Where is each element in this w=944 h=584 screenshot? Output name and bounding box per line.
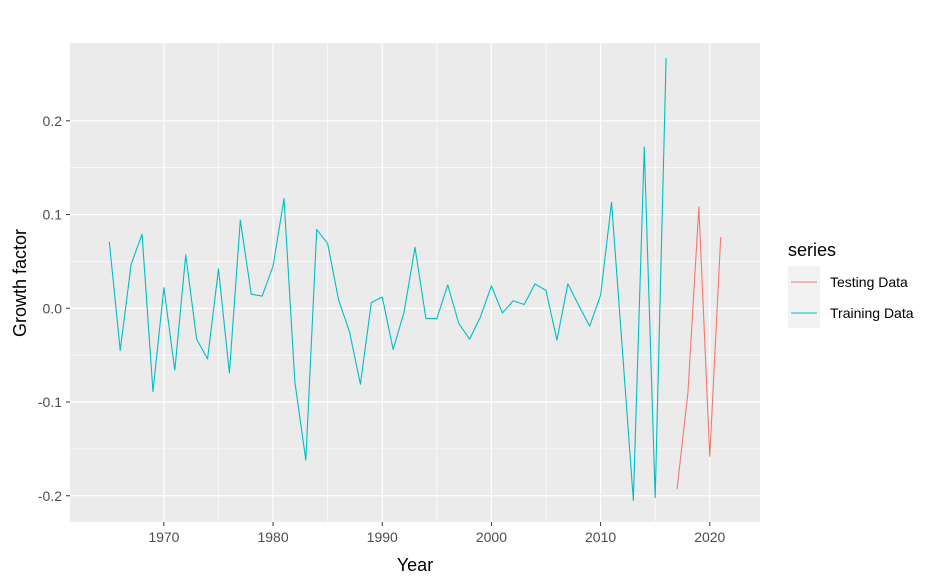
y-tick-label: -0.2 [38,488,62,504]
x-tick-label: 2010 [585,529,616,545]
x-tick-label: 1990 [367,529,398,545]
major-grid [70,43,760,522]
y-tick-label: 0.0 [43,300,63,316]
y-tick-label: 0.2 [43,113,63,129]
plot-panel [70,43,760,522]
legend: series Testing Data Training Data [788,240,914,328]
x-tick-label: 1970 [148,529,179,545]
x-axis: 1970 1980 1990 2000 2010 2020 [148,522,726,545]
y-axis: -0.2 -0.1 0.0 0.1 0.2 [38,113,70,504]
legend-items: Testing Data Training Data [788,266,914,328]
legend-label: Testing Data [830,274,908,290]
series-line-testing-data [676,206,722,490]
legend-label: Training Data [830,305,914,321]
y-axis-title: Growth factor [10,229,30,337]
y-tick-label: -0.1 [38,394,62,410]
y-tick-label: 0.1 [43,207,63,223]
series-lines [108,57,722,501]
x-tick-label: 2000 [476,529,507,545]
x-tick-label: 2020 [694,529,725,545]
legend-title: series [788,240,836,260]
x-axis-title: Year [397,555,433,575]
series-line-training-data [108,57,667,501]
x-tick-label: 1980 [257,529,288,545]
